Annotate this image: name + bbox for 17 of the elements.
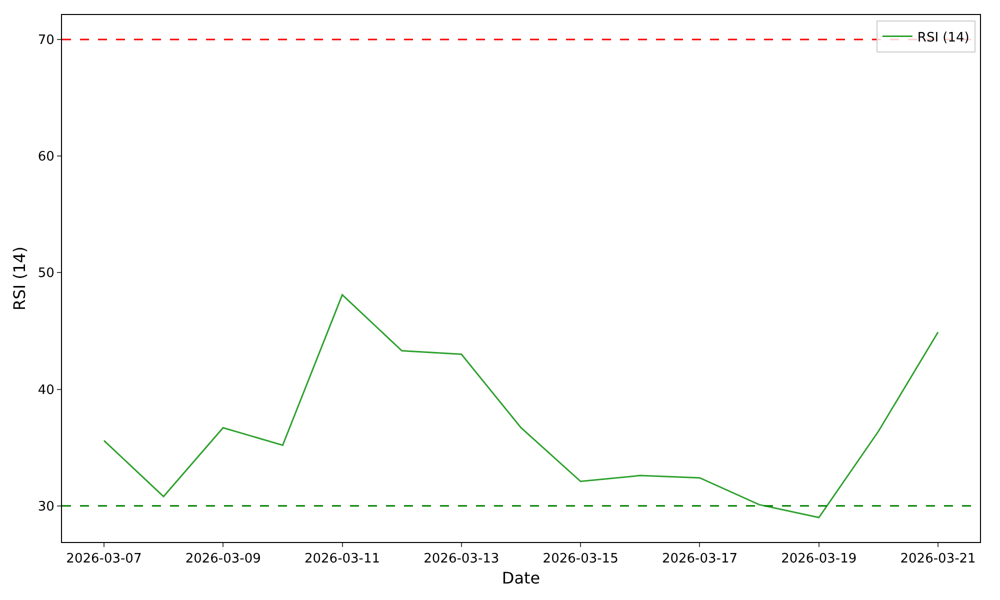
x-tick-label: 2026-03-11 (304, 552, 380, 567)
x-tick-label: 2026-03-21 (900, 552, 976, 567)
x-tick-label: 2026-03-07 (66, 552, 142, 567)
x-tick-label: 2026-03-13 (424, 552, 500, 567)
y-tick-label: 70 (38, 33, 54, 48)
y-tick-label: 40 (38, 382, 54, 398)
line-series (103, 294, 939, 518)
y-axis-title: RSI (14) (10, 246, 29, 310)
x-axis-title: Date (502, 568, 540, 588)
y-tick-label: 30 (38, 499, 54, 514)
x-tick-label: 2026-03-15 (542, 552, 618, 567)
y-tick-label: 50 (38, 266, 54, 282)
legend-label: RSI (14) (917, 30, 970, 46)
y-tick-label: 60 (38, 150, 54, 165)
x-tick-label: 2026-03-09 (185, 552, 261, 567)
x-tick-label: 2026-03-19 (781, 552, 857, 567)
x-tick-label: 2026-03-17 (662, 552, 738, 567)
